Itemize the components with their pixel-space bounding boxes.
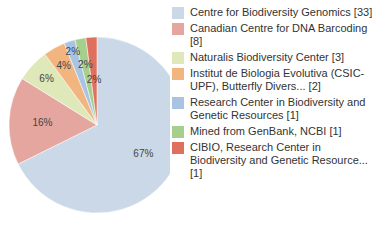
- svg-text:2%: 2%: [78, 59, 93, 70]
- html-text:Research Center in Biodiversit: Research Center in Biodiversity and Gene…: [190, 96, 366, 121]
- html-text:CIBIO, Research Center in Biod: CIBIO, Research Center in Biodiversity a…: [190, 141, 368, 179]
- svg-text:4%: 4%: [56, 60, 71, 71]
- svg-text:67%: 67%: [133, 148, 153, 159]
- html-text:Centre for Biodiversity Genomi: Centre for Biodiversity Genomics [33]: [190, 6, 373, 18]
- svg-text:2%: 2%: [66, 46, 81, 57]
- html-text:Naturalis Biodiversity Center: Naturalis Biodiversity Center [3]: [190, 51, 345, 63]
- svg-text:2%: 2%: [87, 74, 102, 85]
- html-text:Institut de Biologia Evolutiva: Institut de Biologia Evolutiva (CSIC-UPF…: [190, 67, 365, 92]
- html-text:Canadian Centre for DNA Barcod: Canadian Centre for DNA Barcoding [8]: [190, 22, 368, 47]
- svg-text:6%: 6%: [39, 73, 54, 84]
- html-text:Mined from GenBank, NCBI [1]: Mined from GenBank, NCBI [1]: [190, 125, 342, 137]
- svg-text:16%: 16%: [32, 117, 52, 128]
